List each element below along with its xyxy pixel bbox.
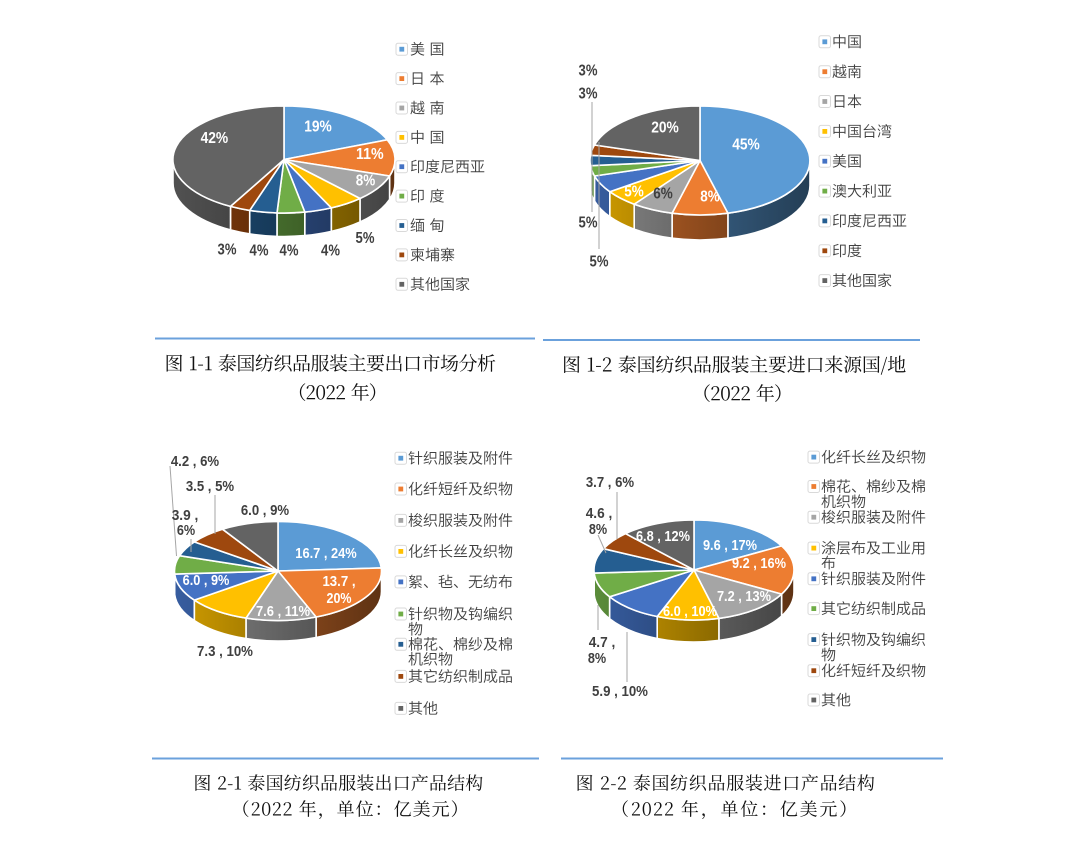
svg-text:42%: 42% xyxy=(201,130,229,147)
svg-text:6.0 , 10%: 6.0 , 10% xyxy=(663,604,717,620)
svg-text:4.6 ,: 4.6 , xyxy=(586,505,613,522)
svg-text:4.7 ,: 4.7 , xyxy=(589,634,616,651)
svg-text:3%: 3% xyxy=(579,85,598,102)
svg-text:3.5 , 5%: 3.5 , 5% xyxy=(186,478,234,495)
svg-text:5%: 5% xyxy=(579,214,598,231)
svg-text:8%: 8% xyxy=(356,173,376,190)
svg-text:4.2 , 6%: 4.2 , 6% xyxy=(171,453,219,470)
svg-text:6%: 6% xyxy=(177,522,195,539)
svg-text:7.2 , 13%: 7.2 , 13% xyxy=(717,589,771,605)
svg-text:6%: 6% xyxy=(653,186,673,203)
svg-text:16.7 , 24%: 16.7 , 24% xyxy=(295,546,356,562)
svg-text:3.7 , 6%: 3.7 , 6% xyxy=(586,474,634,491)
svg-text:19%: 19% xyxy=(304,119,332,136)
svg-text:8%: 8% xyxy=(700,189,720,206)
svg-text:20%: 20% xyxy=(651,120,679,137)
svg-text:11%: 11% xyxy=(356,146,384,163)
svg-text:4%: 4% xyxy=(250,242,269,259)
svg-text:4%: 4% xyxy=(321,242,340,259)
svg-text:7.3 , 10%: 7.3 , 10% xyxy=(197,643,253,660)
svg-text:7.6 , 11%: 7.6 , 11% xyxy=(256,604,310,620)
svg-text:5%: 5% xyxy=(356,230,375,247)
svg-text:20%: 20% xyxy=(327,591,352,607)
svg-text:13.7 ,: 13.7 , xyxy=(322,574,355,590)
svg-text:9.2 , 16%: 9.2 , 16% xyxy=(732,556,786,572)
svg-text:6.0 , 9%: 6.0 , 9% xyxy=(183,573,230,589)
svg-text:8%: 8% xyxy=(589,521,607,538)
svg-text:5.9 , 10%: 5.9 , 10% xyxy=(592,683,648,700)
svg-text:3%: 3% xyxy=(218,241,237,258)
svg-text:4%: 4% xyxy=(280,242,299,259)
svg-text:6.8 , 12%: 6.8 , 12% xyxy=(636,529,690,545)
svg-text:5%: 5% xyxy=(624,184,644,201)
svg-text:8%: 8% xyxy=(588,650,606,667)
svg-text:6.0 , 9%: 6.0 , 9% xyxy=(241,502,289,519)
svg-text:9.6 , 17%: 9.6 , 17% xyxy=(703,538,757,554)
svg-text:3.9 ,: 3.9 , xyxy=(172,507,199,524)
svg-text:3%: 3% xyxy=(579,62,598,79)
svg-text:45%: 45% xyxy=(732,137,760,154)
svg-text:5%: 5% xyxy=(590,253,609,270)
